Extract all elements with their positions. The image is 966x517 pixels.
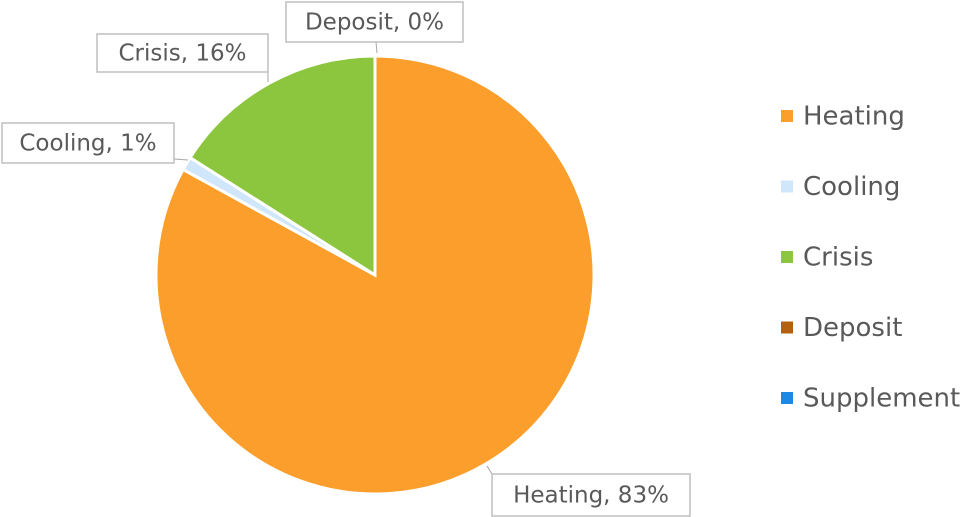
legend-label: Supplement	[803, 384, 960, 414]
data-label: Deposit, 0%	[305, 10, 444, 36]
data-label-box	[491, 473, 691, 517]
legend-swatch	[781, 321, 793, 334]
legend-swatch	[781, 251, 793, 263]
data-label: Crisis, 16%	[118, 41, 246, 67]
legend-swatch	[781, 180, 793, 193]
legend-label: Cooling	[803, 172, 900, 202]
legend-label: Crisis	[803, 243, 873, 273]
data-label: Heating, 83%	[513, 483, 669, 509]
legend-label: Heating	[803, 102, 905, 132]
legend-label: Deposit	[803, 313, 902, 343]
data-label-box	[1, 122, 175, 164]
pie-slice	[188, 54, 377, 278]
leader-line	[173, 158, 189, 161]
legend-swatch	[781, 110, 793, 122]
data-label-box	[285, 1, 464, 43]
leader-line	[375, 41, 378, 54]
data-label-box	[96, 33, 269, 73]
data-label: Cooling, 1%	[19, 131, 156, 157]
leader-line	[486, 465, 493, 475]
legend-swatch	[781, 392, 793, 404]
